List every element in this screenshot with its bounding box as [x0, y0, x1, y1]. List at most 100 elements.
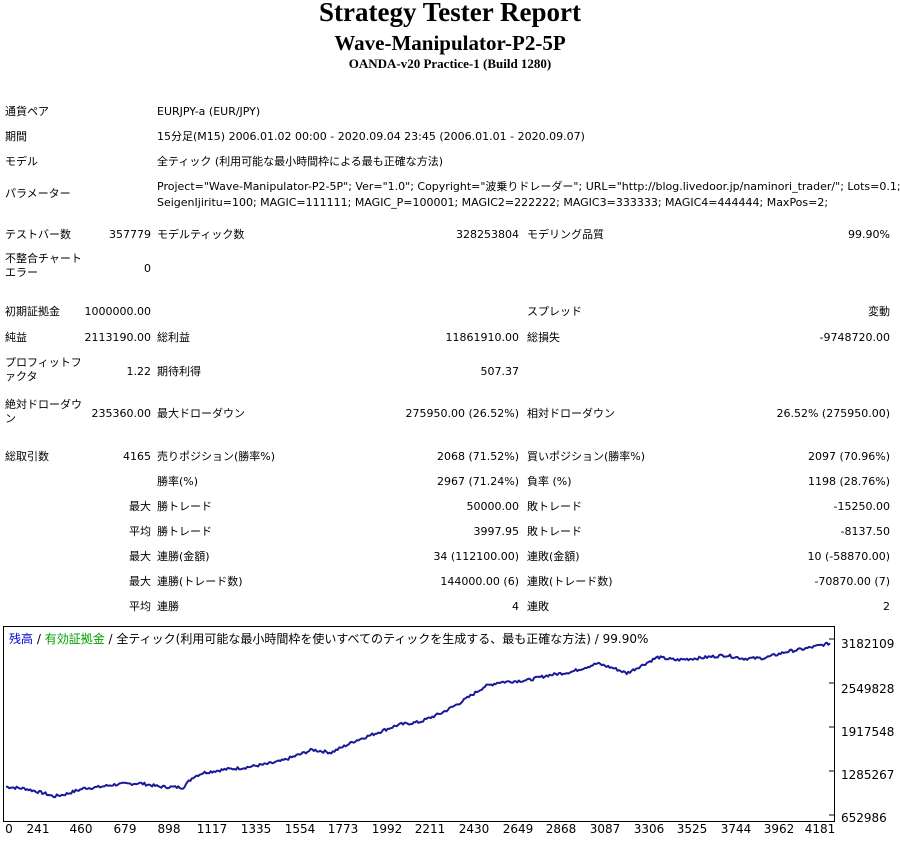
legend-description: / 全ティック(利用可能な最小時間枠を使いすべてのティックを生成する、最も正確な… [104, 632, 649, 646]
loss-rate-label: 負率 (%) [527, 475, 572, 488]
largest-prefix: 最大 [129, 500, 151, 513]
period-value: 15分足(M15) 2006.01.02 00:00 - 2020.09.04 … [157, 130, 585, 143]
average-consecutive-wins-label: 連勝 [157, 600, 179, 613]
relative-drawdown-label: 相対ドローダウン [527, 407, 615, 420]
x-tick-label: 3525 [676, 822, 708, 836]
x-tick-label: 2649 [502, 822, 534, 836]
legend-separator: / [33, 632, 45, 646]
max-consecutive-amount-prefix: 最大 [129, 550, 151, 563]
ticks-label: モデルティック数 [157, 228, 245, 241]
net-label: 純益 [5, 331, 27, 344]
short-positions-label: 売りポジション(勝率%) [157, 450, 276, 463]
average-prefix: 平均 [129, 525, 151, 538]
gross-loss-label: 総損失 [527, 331, 560, 344]
relative-drawdown-value: 26.52% (275950.00) [776, 407, 890, 420]
ea-name: Wave-Manipulator-P2-5P [334, 31, 566, 55]
x-tick-label: 460 [69, 822, 93, 836]
mismatch-label: 不整合チャートエラー [5, 252, 82, 279]
gross-profit-label: 総利益 [157, 331, 190, 344]
legend-equity: 有効証拠金 [44, 632, 105, 646]
loss-rate-value: 1198 (28.76%) [807, 475, 890, 488]
total-trades-label: 総取引数 [5, 450, 49, 463]
average-win-label: 勝トレード [157, 525, 212, 538]
params-line-2: SeigenIjiritu=100; MAGIC=111111; MAGIC_P… [157, 196, 829, 209]
balance-line [6, 641, 831, 799]
max-consecutive-losses-amount-value: 10 (-58870.00) [807, 550, 890, 563]
average-loss-label: 敗トレード [527, 525, 582, 538]
average-consecutive-losses-value: 2 [883, 600, 890, 613]
gross-profit-value: 11861910.00 [445, 331, 519, 344]
total-trades-value: 4165 [123, 450, 151, 463]
pair-label: 通貨ペア [5, 105, 49, 118]
long-positions-value: 2097 (70.96%) [807, 450, 890, 463]
balance-chart-plot [6, 638, 834, 816]
average-loss-value: -8137.50 [840, 525, 890, 538]
y-tick-label: 3182109 [841, 637, 895, 651]
x-tick-label: 241 [26, 822, 50, 836]
absolute-drawdown-value: 235360.00 [91, 407, 152, 420]
quality-label: モデリング品質 [527, 228, 604, 241]
spread-label: スプレッド [527, 305, 582, 318]
params-label: パラメーター [5, 187, 71, 200]
legend-balance: 残高 [9, 632, 34, 646]
largest-win-value: 50000.00 [466, 500, 520, 513]
params-line-1: Project="Wave-Manipulator-P2-5P"; Ver="1… [157, 180, 900, 193]
y-tick-label: 2549828 [841, 682, 895, 696]
win-rate-value: 2967 (71.24%) [436, 475, 519, 488]
spread-value: 変動 [868, 305, 890, 318]
max-consecutive-wins-amount-label: 連勝(金額) [157, 550, 210, 563]
pair-value: EURJPY-a (EUR/JPY) [157, 105, 261, 118]
x-tick-label: 1773 [327, 822, 359, 836]
chart-legend: 残高 / 有効証拠金 / 全ティック(利用可能な最小時間枠を使いすべてのティック… [9, 630, 648, 647]
report-title: Strategy Tester Report [319, 0, 581, 27]
net-value: 2113190.00 [84, 331, 151, 344]
largest-win-label: 勝トレード [157, 500, 212, 513]
expected-payoff-label: 期待利得 [157, 365, 201, 378]
y-tick-label: 1285267 [841, 768, 895, 782]
model-label: モデル [5, 155, 38, 168]
average-consecutive-prefix: 平均 [129, 600, 151, 613]
max-consecutive-count-prefix: 最大 [129, 575, 151, 588]
x-tick-label: 3306 [633, 822, 665, 836]
deposit-label: 初期証拠金 [5, 305, 60, 318]
period-label: 期間 [5, 130, 27, 143]
x-tick-label: 2211 [414, 822, 446, 836]
max-consecutive-wins-count-value: 144000.00 (6) [440, 575, 519, 588]
long-positions-label: 買いポジション(勝率%) [527, 450, 646, 463]
x-tick-label: 1992 [371, 822, 403, 836]
max-drawdown-value: 275950.00 (26.52%) [405, 407, 519, 420]
profit-factor-value: 1.22 [126, 365, 152, 378]
absolute-drawdown-label: 絶対ドローダウン [5, 398, 82, 425]
x-tick-label: 1335 [240, 822, 272, 836]
x-tick-label: 3087 [589, 822, 621, 836]
x-tick-label: 679 [113, 822, 137, 836]
expected-payoff-value: 507.37 [480, 365, 520, 378]
max-consecutive-wins-amount-value: 34 (112100.00) [433, 550, 519, 563]
x-tick-label: 898 [157, 822, 181, 836]
max-drawdown-label: 最大ドローダウン [157, 407, 245, 420]
max-consecutive-losses-count-label: 連敗(トレード数) [527, 575, 613, 588]
largest-loss-label: 敗トレード [527, 500, 582, 513]
x-tick-label: 2868 [545, 822, 577, 836]
average-consecutive-wins-value: 4 [512, 600, 519, 613]
bars-label: テストバー数 [5, 228, 71, 241]
gross-loss-value: -9748720.00 [819, 331, 890, 344]
profit-factor-label: プロフィットファクタ [5, 356, 82, 383]
max-consecutive-losses-amount-label: 連敗(金額) [527, 550, 580, 563]
x-tick-label: 0 [5, 822, 13, 836]
x-tick-label: 4181 [804, 822, 836, 836]
deposit-value: 1000000.00 [84, 305, 151, 318]
y-tick-label: 652986 [841, 811, 887, 825]
mismatch-value: 0 [144, 262, 151, 275]
max-consecutive-wins-count-label: 連勝(トレード数) [157, 575, 243, 588]
y-tick-label: 1917548 [841, 725, 895, 739]
bars-value: 357779 [109, 228, 151, 241]
max-consecutive-losses-count-value: -70870.00 (7) [814, 575, 890, 588]
ticks-value: 328253804 [456, 228, 519, 241]
largest-loss-value: -15250.00 [833, 500, 890, 513]
short-positions-value: 2068 (71.52%) [436, 450, 519, 463]
average-win-value: 3997.95 [473, 525, 520, 538]
average-consecutive-losses-label: 連敗 [527, 600, 549, 613]
x-tick-label: 1117 [196, 822, 228, 836]
quality-value: 99.90% [848, 228, 890, 241]
